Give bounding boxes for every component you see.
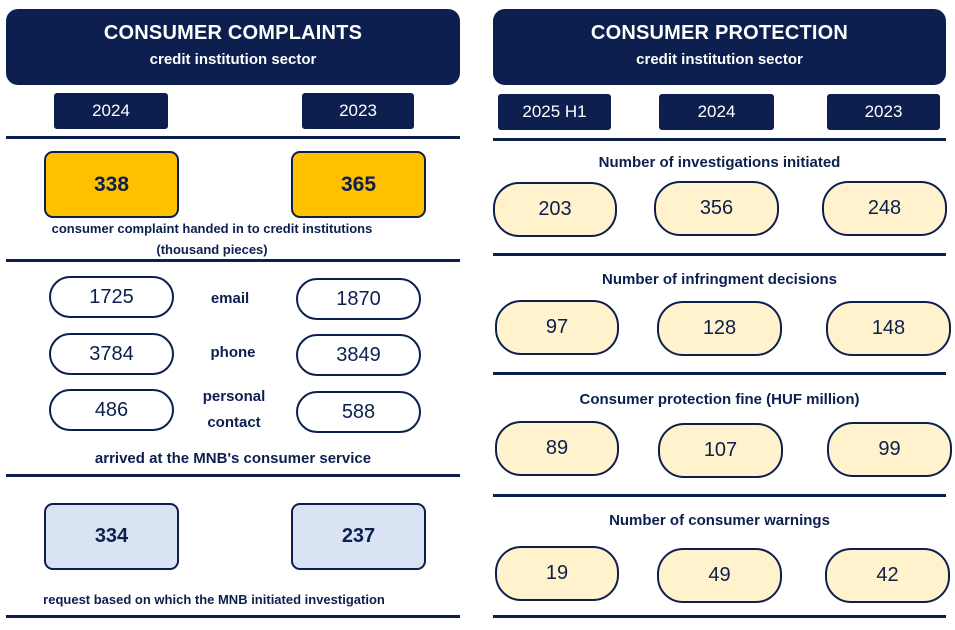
- complaints-handed-in-label-line1: consumer complaint handed in to credit i…: [51, 221, 373, 236]
- divider: [493, 372, 946, 375]
- divider: [493, 615, 946, 618]
- investigation-request-2024: 334: [44, 503, 179, 570]
- divider: [6, 615, 460, 618]
- email-2024-value: 1725: [49, 276, 174, 318]
- divider: [6, 474, 460, 477]
- investigations-initiated-label: Number of investigations initiated: [598, 154, 841, 171]
- phone-2024-value: 3784: [49, 333, 174, 375]
- consumer-warnings-2024: 49: [657, 548, 782, 603]
- investigations-initiated-2025h1: 203: [493, 182, 617, 237]
- consumer-warnings-2025h1: 19: [495, 546, 619, 601]
- complaints-handed-in-label: consumer complaint handed in to credit i…: [20, 218, 404, 260]
- complaints-handed-in-2024: 338: [44, 151, 179, 218]
- infringement-decisions-2023: 148: [826, 301, 951, 356]
- protection-fine-2025h1: 89: [495, 421, 619, 476]
- channel-label-phone: phone: [210, 344, 256, 361]
- infringement-decisions-2024: 128: [657, 301, 782, 356]
- year-badge-2023-right: 2023: [827, 94, 940, 130]
- consumer-warnings-2023: 42: [825, 548, 950, 603]
- divider: [6, 259, 460, 262]
- year-badge-2024-left: 2024: [54, 93, 168, 129]
- consumer-complaints-header: CONSUMER COMPLAINTS credit institution s…: [6, 9, 460, 85]
- investigation-request-label: request based on which the MNB initiated…: [43, 592, 385, 607]
- divider: [493, 253, 946, 256]
- divider: [493, 494, 946, 497]
- year-badge-2024-right: 2024: [659, 94, 774, 130]
- investigations-initiated-2024: 356: [654, 181, 779, 236]
- consumer-protection-header: CONSUMER PROTECTION credit institution s…: [493, 9, 946, 85]
- complaints-handed-in-label-line2: (thousand pieces): [156, 242, 268, 257]
- investigations-initiated-2023: 248: [822, 181, 947, 236]
- channel-label-personal-contact: personal contact: [190, 384, 278, 436]
- year-badge-2023-left: 2023: [302, 93, 414, 129]
- consumer-protection-title: CONSUMER PROTECTION: [590, 22, 849, 44]
- channels-caption: arrived at the MNB's consumer service: [94, 450, 372, 467]
- infringement-decisions-label: Number of infringment decisions: [601, 271, 838, 288]
- personal-contact-2023-value: 588: [296, 391, 421, 433]
- consumer-warnings-label: Number of consumer warnings: [609, 512, 830, 529]
- protection-fine-2023: 99: [827, 422, 952, 477]
- complaints-handed-in-2023: 365: [291, 151, 426, 218]
- consumer-complaints-title: CONSUMER COMPLAINTS: [103, 22, 363, 44]
- divider: [493, 138, 946, 141]
- channel-label-personal: personal: [202, 388, 266, 405]
- phone-2023-value: 3849: [296, 334, 421, 376]
- email-2023-value: 1870: [296, 278, 421, 320]
- channel-label-contact: contact: [207, 414, 261, 431]
- year-badge-2025-h1: 2025 H1: [498, 94, 611, 130]
- channel-label-email: email: [210, 290, 250, 307]
- consumer-complaints-subtitle: credit institution sector: [149, 51, 317, 68]
- personal-contact-2024-value: 486: [49, 389, 174, 431]
- protection-fine-2024: 107: [658, 423, 783, 478]
- investigation-request-2023: 237: [291, 503, 426, 570]
- consumer-protection-subtitle: credit institution sector: [636, 51, 803, 68]
- protection-fine-label: Consumer protection fine (HUF million): [579, 391, 860, 408]
- divider: [6, 136, 460, 139]
- infringement-decisions-2025h1: 97: [495, 300, 619, 355]
